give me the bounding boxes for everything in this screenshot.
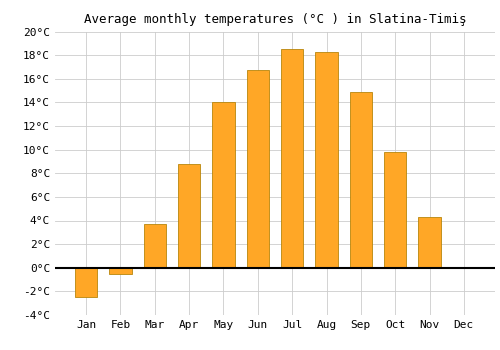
- Title: Average monthly temperatures (°C ) in Slatina-Timiş: Average monthly temperatures (°C ) in Sl…: [84, 13, 466, 26]
- Bar: [350, 92, 372, 268]
- Bar: [144, 224, 166, 268]
- Bar: [212, 102, 234, 268]
- Bar: [281, 49, 303, 268]
- Bar: [110, 268, 132, 274]
- Bar: [75, 268, 98, 297]
- Bar: [178, 164, 201, 268]
- Bar: [418, 217, 440, 268]
- Bar: [316, 51, 338, 268]
- Bar: [246, 70, 269, 268]
- Bar: [384, 152, 406, 268]
